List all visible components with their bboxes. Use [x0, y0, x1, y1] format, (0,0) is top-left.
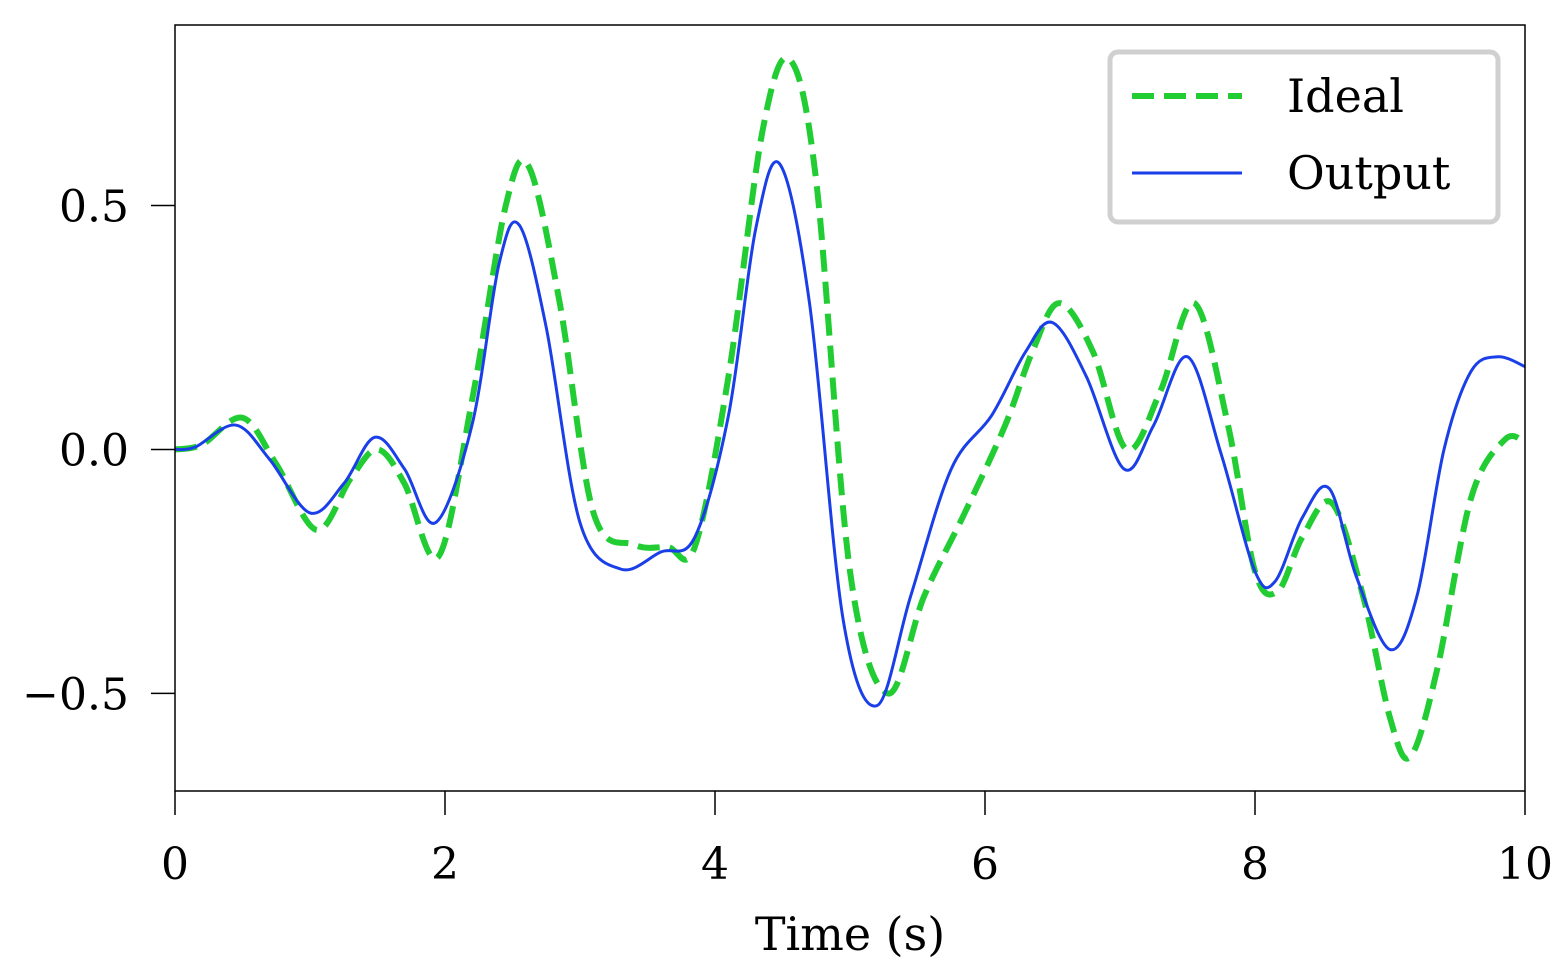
series-line-output — [175, 160, 1525, 708]
x-tick-label: 0 — [161, 839, 189, 890]
x-tick-label: 6 — [971, 839, 999, 890]
series-layer — [175, 54, 1525, 762]
series-line-ideal — [175, 54, 1525, 762]
x-tick-label: 10 — [1497, 839, 1553, 890]
legend-label-ideal: Ideal — [1287, 69, 1404, 123]
legend-label-output: Output — [1287, 146, 1451, 200]
legend: Ideal Output — [1107, 49, 1501, 225]
y-tick-label: 0.5 — [59, 182, 129, 233]
y-axis: −0.5 0.0 0.5 — [22, 182, 175, 720]
plot-frame — [174, 24, 1526, 792]
y-tick-label: 0.0 — [59, 425, 129, 476]
x-axis: 0 2 4 6 8 10 — [161, 791, 1553, 890]
y-tick-label: −0.5 — [22, 669, 129, 720]
x-tick-label: 8 — [1241, 839, 1269, 890]
x-tick-label: 4 — [701, 839, 729, 890]
x-axis-label: Time (s) — [755, 907, 945, 961]
x-tick-label: 2 — [431, 839, 459, 890]
